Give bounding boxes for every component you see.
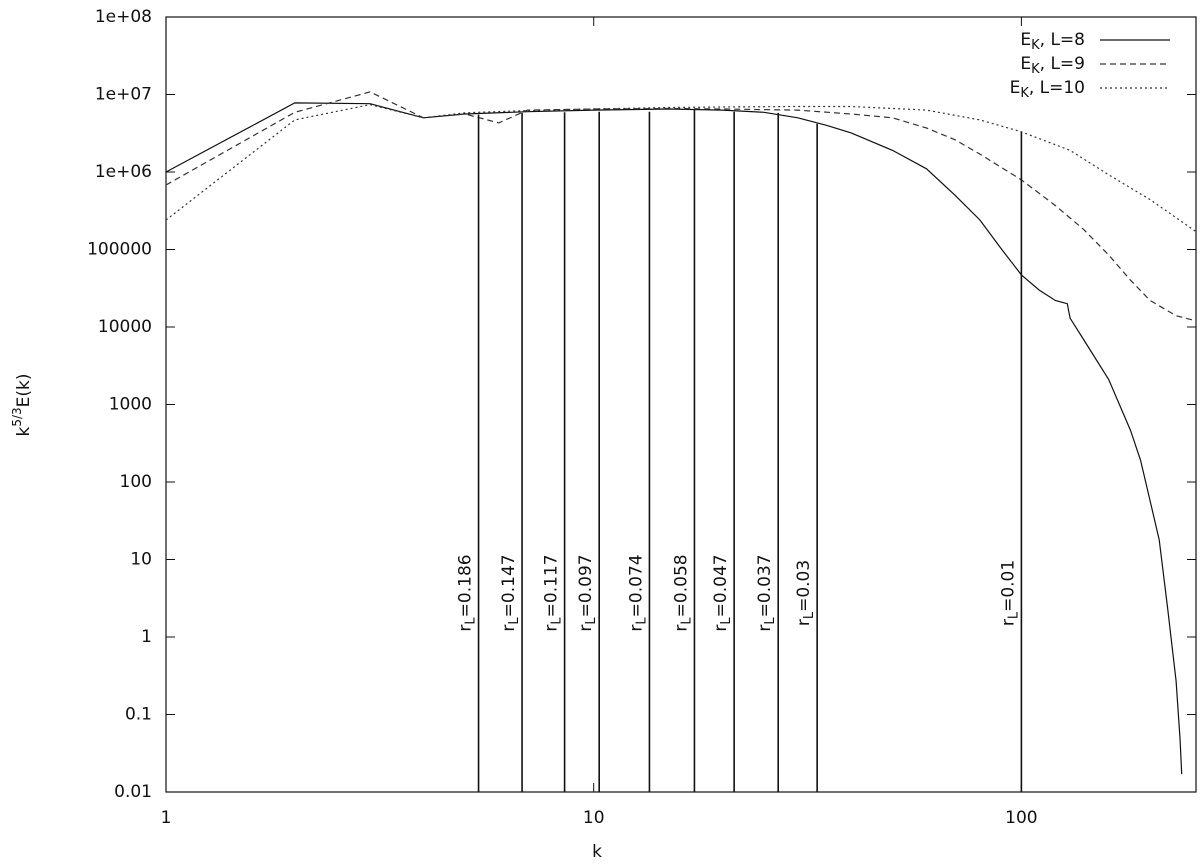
marker-label: rL=0.074 [626, 554, 649, 631]
text-base: r [576, 625, 596, 632]
marker-label: rL=0.037 [755, 554, 778, 631]
text-rest: , L=9 [1040, 54, 1085, 74]
text-base: E [1020, 54, 1031, 74]
text-base: r [711, 625, 731, 632]
series-line [165, 102, 1183, 775]
marker-label: rL=0.186 [456, 554, 479, 631]
y-tick-label: 0.1 [125, 705, 152, 725]
legend-label: EK, L=10 [1010, 78, 1085, 101]
y-tick-label: 0.01 [114, 782, 152, 802]
text-sub: L [763, 617, 778, 625]
text-sub: L [507, 617, 522, 625]
y-tick-label: 100 [120, 472, 152, 492]
x-tick-label: 1 [161, 808, 172, 828]
marker-label: rL=0.047 [711, 554, 734, 631]
marker-value: =0.01 [998, 560, 1018, 612]
text-base: r [456, 625, 476, 632]
text-base: r [542, 625, 562, 632]
text-sub: K [1031, 62, 1040, 77]
text-base: r [671, 625, 691, 632]
marker-label: rL=0.01 [998, 560, 1021, 626]
y-tick-label: 1e+06 [95, 162, 152, 182]
text-base: r [626, 625, 646, 632]
text-sub: L [719, 617, 734, 625]
text-rest: E(k) [14, 373, 34, 407]
marker-label: rL=0.117 [542, 554, 565, 631]
marker-label: rL=0.03 [794, 560, 817, 626]
series-line [165, 103, 1197, 233]
marker-value: =0.097 [576, 554, 596, 617]
y-tick-label: 1e+07 [95, 85, 152, 105]
marker-value: =0.03 [794, 560, 814, 612]
marker-label: rL=0.097 [576, 554, 599, 631]
text-base: r [499, 625, 519, 632]
text-rest: , L=8 [1040, 30, 1085, 50]
legend-label: EK, L=8 [1020, 30, 1085, 53]
text-base: E [1020, 30, 1031, 50]
text-sup: 5/3 [10, 407, 24, 426]
text-sub: K [1031, 38, 1040, 53]
text-sub: L [634, 617, 649, 625]
text-base: k [14, 427, 34, 437]
text-base: E [1010, 78, 1021, 98]
text-sub: L [584, 617, 599, 625]
marker-value: =0.058 [671, 554, 691, 617]
series-line [165, 91, 1197, 322]
x-tick-label: 100 [1005, 808, 1037, 828]
text-sub: L [549, 617, 564, 625]
text-sub: L [1006, 611, 1021, 619]
marker-value: =0.117 [542, 554, 562, 617]
marker-value: =0.147 [499, 554, 519, 617]
legend-label: EK, L=9 [1020, 54, 1085, 77]
y-tick-label: 100000 [87, 240, 152, 260]
text-sub: L [802, 611, 817, 619]
marker-label: rL=0.058 [671, 554, 694, 631]
marker-value: =0.186 [456, 554, 476, 617]
marker-value: =0.047 [711, 554, 731, 617]
y-tick-label: 1e+08 [95, 7, 152, 27]
text-base: r [755, 625, 775, 632]
marker-value: =0.074 [626, 554, 646, 617]
text-sub: L [679, 617, 694, 625]
x-axis-label: k [592, 842, 602, 862]
plot-frame [165, 16, 1197, 793]
y-axis-label: k5/3E(k) [10, 373, 35, 436]
text-sub: L [463, 617, 478, 625]
text-sub: K [1020, 86, 1029, 101]
y-tick-label: 1000 [109, 395, 152, 415]
marker-value: =0.037 [755, 554, 775, 617]
y-tick-label: 10 [130, 550, 152, 570]
text-rest: , L=10 [1029, 78, 1085, 98]
marker-label: rL=0.147 [499, 554, 522, 631]
text-base: r [794, 619, 814, 626]
y-tick-label: 1 [141, 627, 152, 647]
text-base: r [998, 619, 1018, 626]
y-tick-label: 10000 [98, 317, 152, 337]
x-tick-label: 10 [583, 808, 605, 828]
